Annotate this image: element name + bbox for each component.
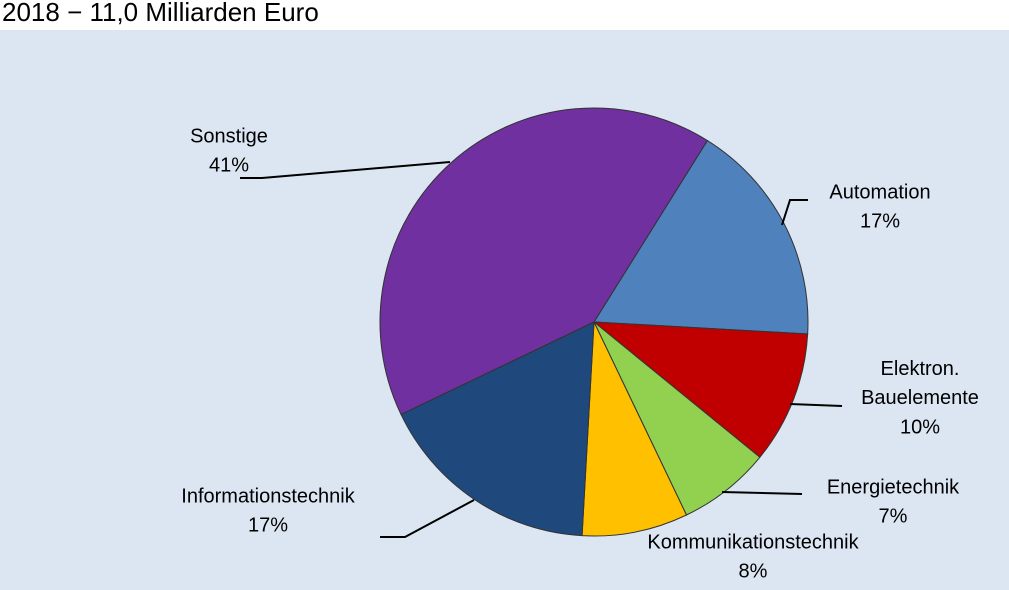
slice-label: Energietechnik [827,476,960,498]
leader-line [721,491,803,495]
leader-line [380,499,475,538]
value-label: 7% [879,505,908,527]
chart-title: 2018 − 11,0 Milliarden Euro [2,0,319,27]
pie-slice [400,321,595,537]
pie-slice [581,321,688,537]
pie-slice [593,139,809,335]
pie-slice [379,107,709,416]
pie-slice [592,321,809,458]
slice-label-line: Elektron. [881,358,960,380]
value-label: 10% [900,416,940,438]
slice-label: Kommunikationstechnik [647,531,859,553]
slice-label-line: Bauelemente [861,387,979,409]
slice-label: Elektron. Bauelemente [861,358,979,409]
value-label: 17% [860,210,900,232]
leader-line [240,161,451,179]
value-label: 8% [739,560,768,582]
value-label: 41% [209,154,249,176]
leader-line [789,403,843,407]
slice-label: Informationstechnik [181,485,355,507]
leader-line [781,199,808,226]
value-label: 17% [248,514,288,536]
slice-label: Sonstige [190,125,268,147]
slice-label: Automation [829,181,930,203]
